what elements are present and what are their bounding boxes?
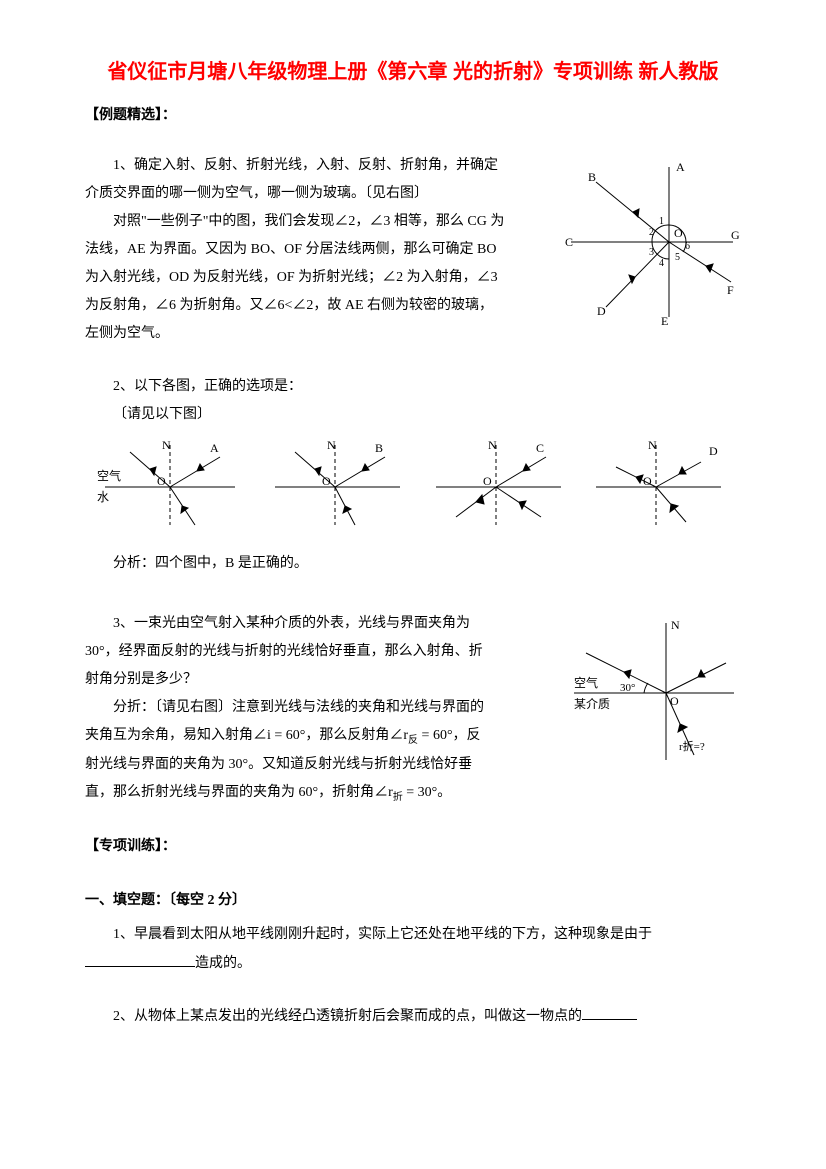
label-G: G bbox=[731, 228, 740, 242]
svg-text:N: N bbox=[648, 438, 657, 452]
p2-diagram-row: N A O 空气 水 N B O bbox=[85, 437, 741, 532]
svg-text:N: N bbox=[162, 438, 171, 452]
p2-diagram-c: N C O bbox=[431, 437, 571, 532]
svg-text:O: O bbox=[670, 694, 679, 708]
svg-text:B: B bbox=[375, 441, 383, 455]
problem-1-diagram: A B C D E F G O 1 2 3 4 5 6 bbox=[561, 157, 741, 327]
svg-text:r折=?: r折=? bbox=[679, 739, 705, 753]
angle-5: 5 bbox=[675, 252, 680, 263]
fill-q2: 2、从物体上某点发出的光线经凸透镜折射后会聚而成的点，叫做这一物点的 bbox=[85, 1002, 741, 1031]
svg-text:N: N bbox=[488, 438, 497, 452]
problem-1: A B C D E F G O 1 2 3 4 5 6 1、确定入射、反射、折射… bbox=[85, 152, 741, 348]
problem-3-diagram: N 空气 某介质 30° O r折=? bbox=[566, 615, 741, 770]
angle-1: 1 bbox=[659, 216, 664, 227]
angle-2: 2 bbox=[649, 227, 654, 238]
label-E: E bbox=[661, 314, 668, 327]
label-B: B bbox=[588, 170, 596, 184]
fill-blank-header: 一、填空题：〔每空 2 分〕 bbox=[85, 887, 741, 915]
p3-text1: 3、一束光由空气射入某种介质的外表，光线与界面夹角为 30°，经界面反射的光线与… bbox=[85, 610, 490, 694]
svg-text:N: N bbox=[327, 438, 336, 452]
svg-text:空气: 空气 bbox=[574, 675, 598, 690]
fill-q1: 1、早晨看到太阳从地平线刚刚升起时，实际上它还处在地平线的下方，这种现象是由于造… bbox=[85, 921, 741, 978]
angle-6: 6 bbox=[685, 241, 690, 252]
examples-header: 【例题精选】： bbox=[85, 102, 741, 130]
svg-text:A: A bbox=[210, 441, 219, 455]
svg-text:O: O bbox=[322, 474, 331, 488]
blank-input[interactable] bbox=[85, 949, 195, 967]
angle-3: 3 bbox=[649, 247, 654, 258]
p1-text2: 对照"一些例子"中的图，我们会发现∠2，∠3 相等，那么 CG 为法线，AE 为… bbox=[85, 208, 505, 348]
label-O: O bbox=[674, 226, 683, 240]
svg-text:空气: 空气 bbox=[97, 468, 121, 483]
p2-diagram-d: N D O bbox=[591, 437, 731, 532]
p2-diagram-a: N A O 空气 水 bbox=[95, 437, 250, 532]
label-C: C bbox=[565, 235, 573, 249]
p1-text1: 1、确定入射、反射、折射光线，入射、反射、折射角，并确定介质交界面的哪一侧为空气… bbox=[85, 152, 505, 208]
problem-3: N 空气 某介质 30° O r折=? 3、一束光由空气射入某种介质的外表，光线… bbox=[85, 610, 741, 808]
p2-diagram-b: N B O bbox=[270, 437, 410, 532]
svg-text:C: C bbox=[536, 441, 544, 455]
svg-text:O: O bbox=[643, 474, 652, 488]
training-header: 【专项训练】： bbox=[85, 833, 741, 861]
p2-header: 2、以下各图，正确的选项是： bbox=[85, 373, 741, 401]
label-F: F bbox=[727, 283, 734, 297]
problem-2: 2、以下各图，正确的选项是： 〔请见以下图〕 N A O 空气 水 bbox=[85, 373, 741, 578]
svg-text:O: O bbox=[483, 474, 492, 488]
svg-text:30°: 30° bbox=[620, 682, 635, 694]
svg-text:O: O bbox=[157, 474, 166, 488]
p2-analysis: 分析：四个图中，B 是正确的。 bbox=[85, 550, 741, 578]
svg-text:水: 水 bbox=[97, 490, 109, 504]
label-D: D bbox=[597, 304, 606, 318]
angle-4: 4 bbox=[659, 258, 664, 269]
document-title: 省仪征市月塘八年级物理上册《第六章 光的折射》专项训练 新人教版 bbox=[85, 56, 741, 88]
p2-note: 〔请见以下图〕 bbox=[85, 401, 741, 429]
svg-text:N: N bbox=[671, 618, 680, 632]
label-A: A bbox=[676, 160, 685, 174]
blank-input[interactable] bbox=[582, 1002, 637, 1020]
p3-text2: 分折：〔请见右图〕注意到光线与法线的夹角和光线与界面的夹角互为余角，易知入射角∠… bbox=[85, 694, 490, 808]
svg-text:某介质: 某介质 bbox=[574, 697, 610, 711]
svg-text:D: D bbox=[709, 444, 718, 458]
